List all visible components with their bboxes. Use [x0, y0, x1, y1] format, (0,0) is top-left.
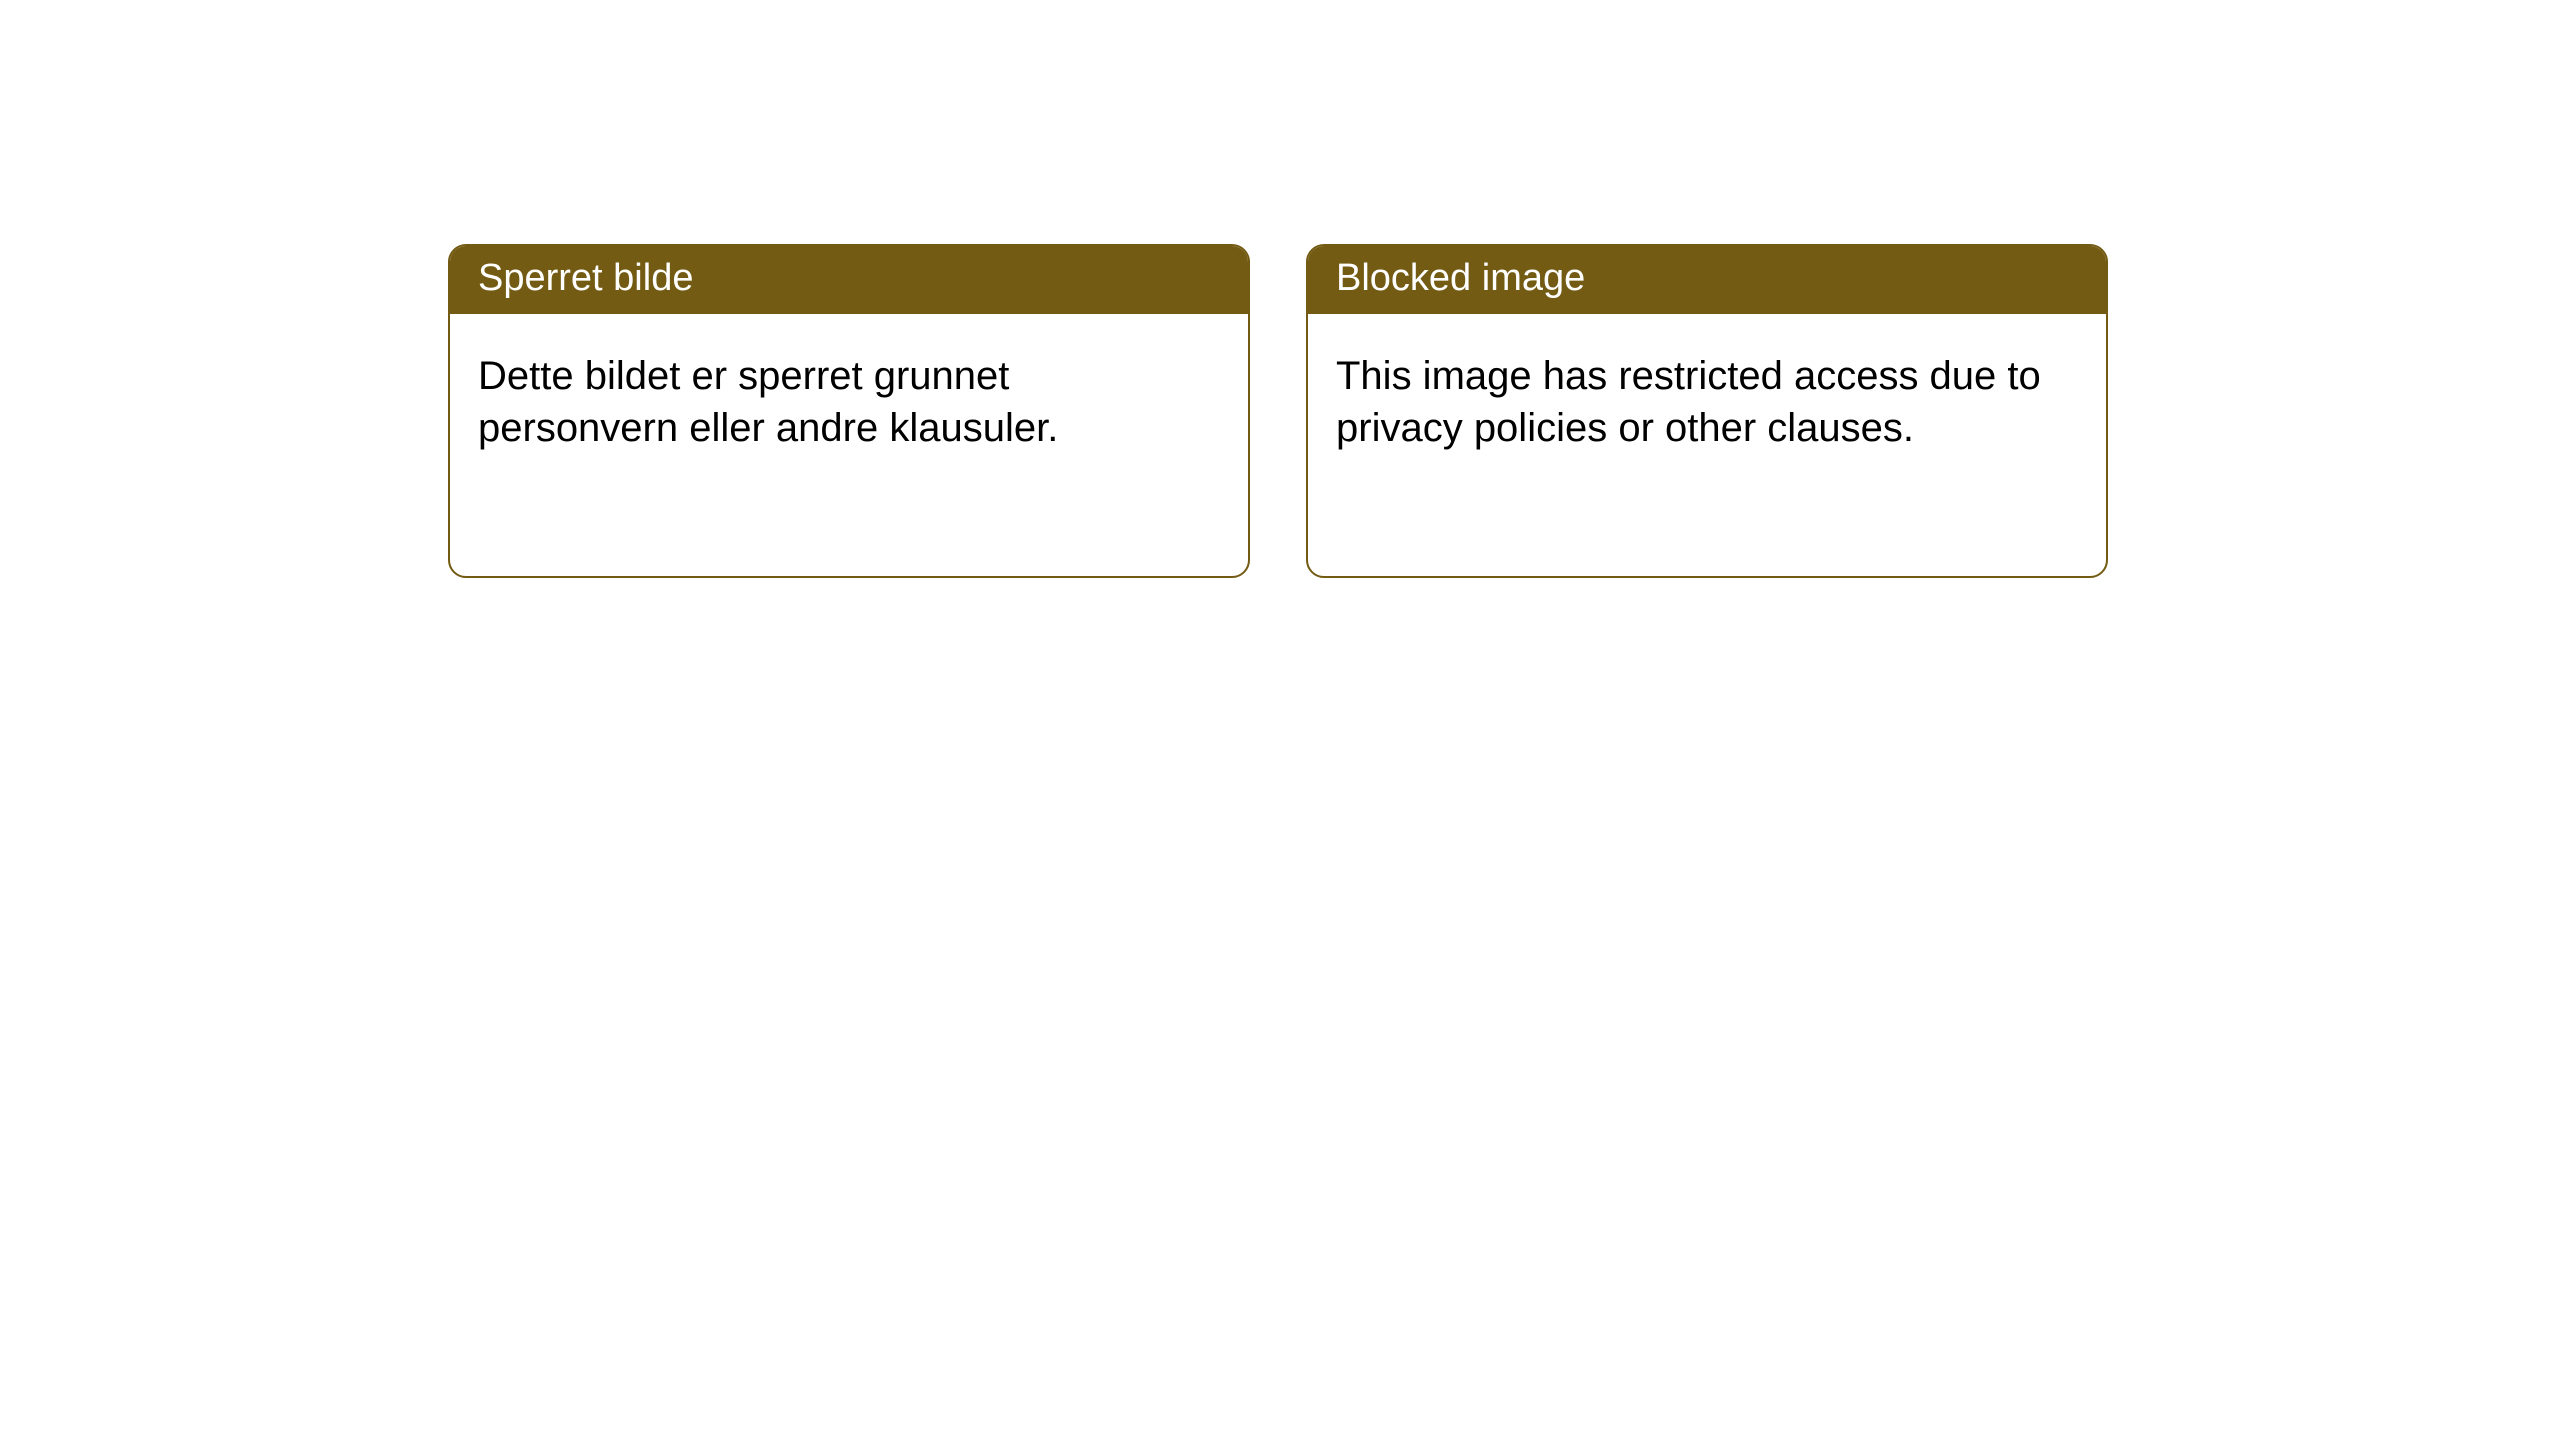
notice-card-body: Dette bildet er sperret grunnet personve… [450, 314, 1248, 482]
notice-card-header: Sperret bilde [450, 246, 1248, 314]
notice-card-norwegian: Sperret bilde Dette bildet er sperret gr… [448, 244, 1250, 578]
notice-cards-container: Sperret bilde Dette bildet er sperret gr… [0, 0, 2560, 578]
notice-card-header: Blocked image [1308, 246, 2106, 314]
notice-card-body: This image has restricted access due to … [1308, 314, 2106, 482]
notice-card-english: Blocked image This image has restricted … [1306, 244, 2108, 578]
